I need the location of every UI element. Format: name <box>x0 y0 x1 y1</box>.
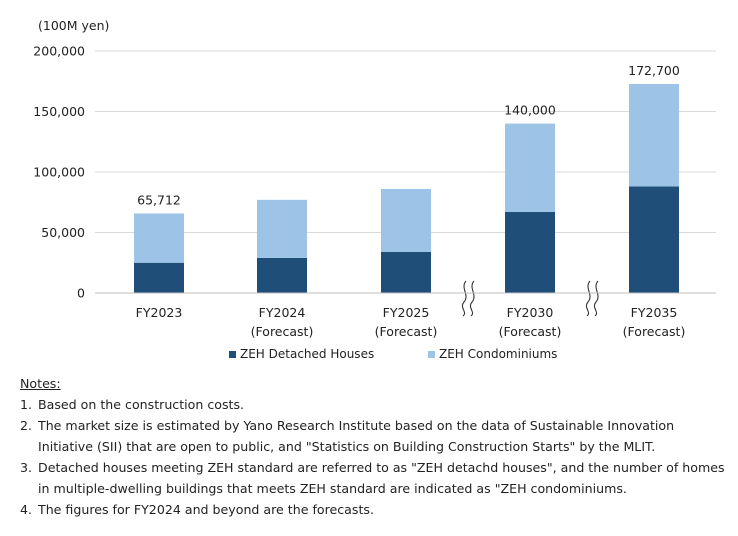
bar-segment-detached <box>505 211 555 293</box>
x-tick-label: FY2024 <box>259 305 306 320</box>
note-text: Based on the construction costs. <box>38 397 245 412</box>
x-axis: FY2023 FY2024 (Forecast) FY2025 (Forecast) FY… <box>95 292 716 339</box>
bar-segment-detached <box>629 186 679 293</box>
axis-break-mark <box>469 280 475 317</box>
legend-item-detached: ZEH Detached Houses <box>229 347 374 361</box>
x-tick-sublabel: (Forecast) <box>499 324 562 339</box>
legend: ZEH Detached Houses ZEH Condominiums <box>0 347 738 365</box>
bars: 65,712 140,000 172,700 <box>134 63 680 293</box>
y-axis: 0 50,000 100,000 150,000 200,000 <box>33 44 85 301</box>
stacked-bar-chart: 0 50,000 100,000 150,000 200,000 65,712 140,0… <box>33 18 716 339</box>
total-data-label: 140,000 <box>504 103 556 118</box>
bar-segment-condominiums <box>629 84 679 187</box>
y-tick-label: 100,000 <box>33 165 85 180</box>
legend-label-condominiums: ZEH Condominiums <box>439 347 558 361</box>
x-tick-label: FY2035 <box>631 305 678 320</box>
axis-breaks <box>461 280 599 317</box>
note-item: 4. The figures for FY2024 and beyond are… <box>20 499 730 520</box>
total-data-label: 172,700 <box>628 63 680 78</box>
y-axis-unit-label: (100M yen) <box>38 18 109 33</box>
bar-segment-condominiums <box>257 199 307 258</box>
bar-segment-condominiums <box>134 213 184 263</box>
y-tick-label: 50,000 <box>41 225 85 240</box>
x-tick-label: FY2023 <box>136 305 183 320</box>
y-tick-label: 200,000 <box>33 44 85 59</box>
note-number: 3. <box>20 460 33 475</box>
note-text: The market size is estimated by Yano Res… <box>38 418 675 454</box>
notes-title: Notes: <box>20 376 61 391</box>
x-tick-label: FY2030 <box>507 305 554 320</box>
legend-swatch-detached <box>229 350 236 358</box>
bar-segment-detached <box>381 251 431 293</box>
note-number: 4. <box>20 502 33 517</box>
y-tick-label: 0 <box>77 286 85 301</box>
axis-break-mark <box>461 280 467 317</box>
note-number: 1. <box>20 397 33 412</box>
axis-break-mark <box>593 280 599 317</box>
y-tick-label: 150,000 <box>33 104 85 119</box>
note-text: The figures for FY2024 and beyond are th… <box>38 502 374 517</box>
bar-segment-condominiums <box>381 188 431 252</box>
x-tick-sublabel: (Forecast) <box>375 324 438 339</box>
axis-break-mark <box>585 280 591 317</box>
note-text: Detached houses meeting ZEH standard are… <box>38 460 725 496</box>
note-number: 2. <box>20 418 33 433</box>
x-tick-label: FY2025 <box>383 305 430 320</box>
bar-segment-condominiums <box>505 123 555 212</box>
bar-segment-detached <box>257 257 307 293</box>
legend-swatch-condominiums <box>428 350 435 358</box>
legend-label-detached: ZEH Detached Houses <box>240 347 375 361</box>
total-data-label: 65,712 <box>137 192 181 207</box>
x-tick-sublabel: (Forecast) <box>623 324 686 339</box>
x-tick-sublabel: (Forecast) <box>251 324 314 339</box>
legend-item-condominiums: ZEH Condominiums <box>428 347 557 361</box>
note-item: 2. The market size is estimated by Yano … <box>20 415 730 457</box>
bar-segment-detached <box>134 262 184 293</box>
notes: Notes: 1. Based on the construction cost… <box>20 373 730 520</box>
note-item: 1. Based on the construction costs. <box>20 394 730 415</box>
note-item: 3. Detached houses meeting ZEH standard … <box>20 457 730 499</box>
